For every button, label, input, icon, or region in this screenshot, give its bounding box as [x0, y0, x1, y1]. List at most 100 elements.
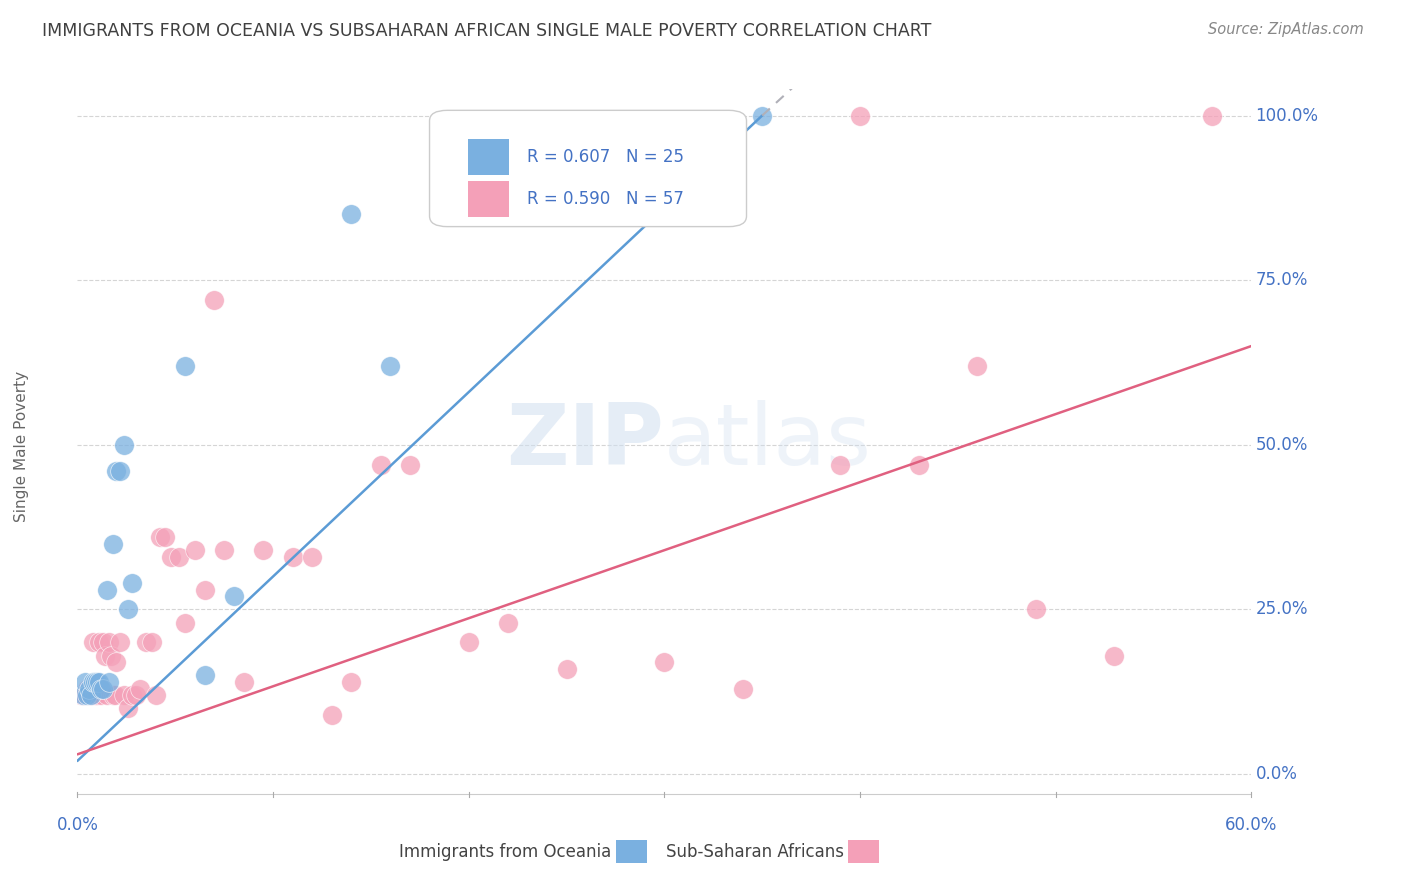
Point	[93, 648, 115, 663]
Point	[112, 438, 135, 452]
Point	[82, 635, 104, 649]
Point	[84, 688, 107, 702]
Point	[76, 681, 98, 696]
Point	[281, 549, 304, 564]
Point	[125, 688, 148, 702]
Point	[167, 549, 190, 564]
Point	[129, 681, 152, 696]
Point	[399, 458, 422, 472]
Point	[202, 293, 225, 307]
Text: 0.0%: 0.0%	[1256, 765, 1298, 783]
Text: 25.0%: 25.0%	[1256, 600, 1308, 618]
Point	[141, 635, 163, 649]
Point	[70, 688, 93, 702]
Point	[121, 576, 143, 591]
Point	[148, 530, 170, 544]
Point	[222, 590, 245, 604]
Point	[652, 655, 676, 669]
Text: 0.0%: 0.0%	[56, 816, 98, 834]
Text: Source: ZipAtlas.com: Source: ZipAtlas.com	[1208, 22, 1364, 37]
Point	[90, 681, 112, 696]
FancyBboxPatch shape	[468, 139, 509, 175]
Point	[96, 688, 118, 702]
Point	[849, 109, 872, 123]
Point	[91, 635, 114, 649]
Point	[1104, 648, 1126, 663]
Point	[121, 688, 143, 702]
Point	[252, 543, 274, 558]
Point	[1201, 109, 1223, 123]
Point	[77, 681, 100, 696]
Point	[193, 582, 215, 597]
Point	[90, 688, 112, 702]
Point	[321, 707, 343, 722]
Text: 75.0%: 75.0%	[1256, 271, 1308, 289]
Point	[907, 458, 929, 472]
Text: ZIP: ZIP	[506, 400, 665, 483]
Point	[380, 359, 402, 373]
Point	[110, 635, 132, 649]
Point	[232, 674, 254, 689]
Point	[457, 635, 479, 649]
Text: Immigrants from Oceania: Immigrants from Oceania	[399, 843, 612, 861]
Point	[496, 615, 519, 630]
Text: 50.0%: 50.0%	[1256, 436, 1308, 454]
Text: atlas: atlas	[665, 400, 872, 483]
Point	[117, 701, 139, 715]
Point	[103, 688, 125, 702]
Point	[112, 688, 135, 702]
Point	[96, 582, 118, 597]
Point	[72, 688, 94, 702]
Text: Sub-Saharan Africans: Sub-Saharan Africans	[665, 843, 844, 861]
Point	[100, 648, 122, 663]
Point	[135, 635, 157, 649]
Point	[105, 655, 128, 669]
Point	[174, 615, 197, 630]
Point	[84, 674, 107, 689]
Point	[82, 674, 104, 689]
Point	[340, 207, 363, 221]
FancyBboxPatch shape	[468, 181, 509, 217]
Point	[301, 549, 323, 564]
Point	[75, 674, 97, 689]
Point	[174, 359, 197, 373]
Point	[340, 674, 363, 689]
Point	[76, 688, 98, 702]
Point	[145, 688, 167, 702]
Point	[72, 688, 94, 702]
Text: 100.0%: 100.0%	[1256, 106, 1319, 125]
Point	[160, 549, 183, 564]
Point	[80, 688, 103, 702]
Point	[101, 536, 124, 550]
Text: R = 0.607   N = 25: R = 0.607 N = 25	[527, 148, 683, 166]
Point	[87, 635, 110, 649]
Point	[80, 688, 103, 702]
Point	[77, 688, 100, 702]
Point	[155, 530, 177, 544]
Point	[110, 464, 132, 478]
Text: 60.0%: 60.0%	[1225, 816, 1278, 834]
Text: R = 0.590   N = 57: R = 0.590 N = 57	[527, 190, 683, 208]
Point	[370, 458, 392, 472]
Point	[91, 681, 114, 696]
Text: IMMIGRANTS FROM OCEANIA VS SUBSAHARAN AFRICAN SINGLE MALE POVERTY CORRELATION CH: IMMIGRANTS FROM OCEANIA VS SUBSAHARAN AF…	[42, 22, 932, 40]
Point	[193, 668, 215, 682]
Point	[966, 359, 988, 373]
Point	[183, 543, 207, 558]
Point	[101, 688, 124, 702]
Point	[1025, 602, 1047, 616]
Point	[117, 602, 139, 616]
Point	[86, 688, 108, 702]
Point	[555, 662, 578, 676]
Point	[97, 635, 120, 649]
Point	[830, 458, 852, 472]
FancyBboxPatch shape	[430, 111, 747, 227]
Point	[751, 109, 773, 123]
Point	[75, 688, 97, 702]
Point	[86, 674, 108, 689]
Point	[87, 674, 110, 689]
Point	[212, 543, 235, 558]
Point	[105, 464, 128, 478]
Point	[731, 681, 754, 696]
Point	[97, 674, 120, 689]
